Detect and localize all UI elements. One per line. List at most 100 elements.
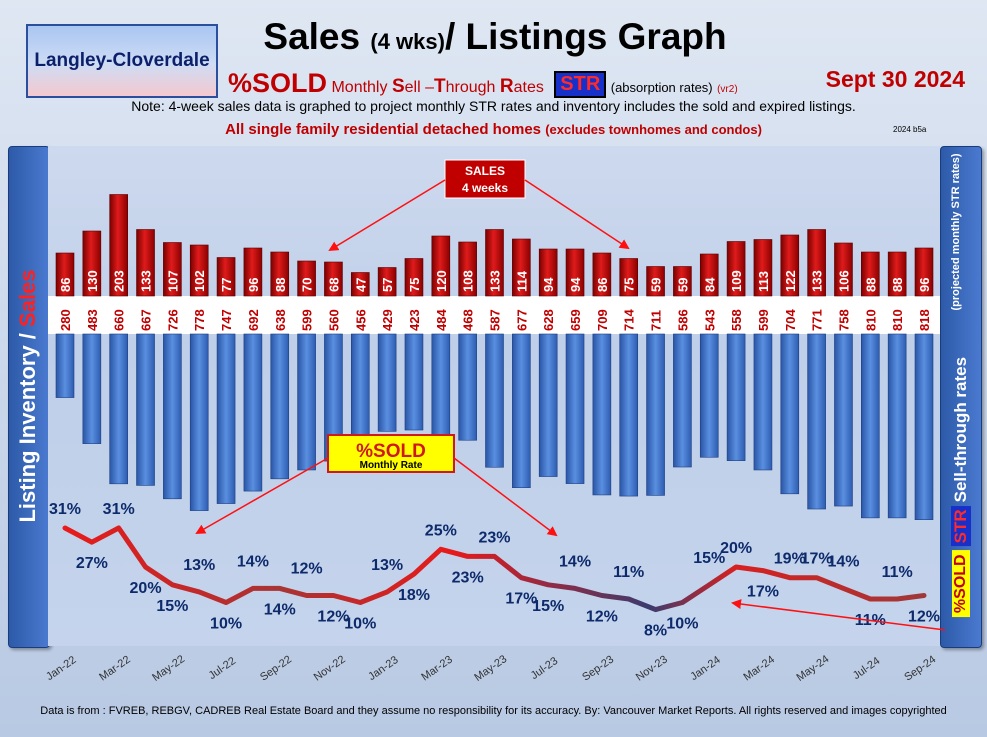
subtitle-text-3: hrough — [445, 79, 500, 96]
inventory-bar — [861, 333, 880, 519]
str-value-label: 11% — [882, 564, 913, 581]
sold-arrow-bottom — [731, 599, 946, 631]
inventory-value-label: 468 — [461, 309, 476, 331]
sales-value-label: 133 — [488, 270, 503, 292]
x-tick-label: May-24 — [794, 653, 831, 684]
inventory-value-label: 660 — [112, 309, 127, 331]
str-value-label: 10% — [666, 616, 698, 633]
sales-bar — [887, 251, 907, 297]
sales-value-label: 77 — [219, 278, 234, 292]
sales-bar — [324, 261, 343, 297]
sales-bar — [55, 252, 75, 297]
sales-value-label: 106 — [836, 270, 851, 292]
sales-bar — [673, 266, 692, 297]
title-small: (4 wks) — [370, 29, 445, 54]
inventory-value-label: 560 — [326, 309, 341, 331]
inventory-bar — [512, 333, 531, 488]
sales-arrow-left — [328, 179, 446, 252]
x-tick-label: May-23 — [472, 653, 509, 684]
sales-value-label: 203 — [112, 270, 127, 292]
inventory-bar — [834, 333, 853, 507]
sales-value-label: 88 — [273, 278, 288, 292]
str-value-label: 23% — [478, 529, 510, 546]
inventory-value-label: 280 — [58, 309, 73, 331]
x-tick-label: Jul-24 — [851, 655, 882, 682]
str-value-label: 14% — [237, 553, 269, 570]
x-tick-label: Mar-22 — [97, 654, 132, 684]
sales-callout-box — [444, 159, 526, 199]
str-value-label: 14% — [559, 553, 591, 570]
sales-value-label: 88 — [863, 278, 878, 292]
inventory-bar — [699, 333, 719, 458]
left-axis-panel — [8, 146, 50, 648]
sales-bar — [538, 248, 558, 297]
x-tick-label: Mar-23 — [419, 654, 454, 684]
str-value-label: 19% — [774, 551, 806, 568]
sales-value-label: 133 — [139, 270, 154, 292]
subtitle: %SOLD Monthly Sell –Through Rates STR (a… — [228, 68, 738, 99]
sales-bar — [807, 229, 826, 297]
str-value-label: 17% — [801, 551, 833, 568]
inventory-value-label: 586 — [675, 309, 690, 331]
str-value-label: 12% — [317, 608, 349, 625]
str-value-label: 18% — [398, 587, 430, 604]
subtitle-t: T — [433, 76, 446, 97]
inventory-bar — [55, 333, 75, 398]
sales-bar — [82, 230, 102, 297]
sales-bar — [780, 234, 800, 297]
inventory-value-label: 771 — [810, 309, 825, 331]
sales-value-label: 59 — [675, 278, 690, 292]
sales-value-label: 96 — [917, 278, 932, 292]
inventory-bar — [297, 333, 316, 471]
x-tick-label: Sep-23 — [580, 653, 616, 683]
x-tick-label: Nov-22 — [312, 653, 348, 683]
inventory-label-band — [48, 296, 940, 334]
subtitle-r: R — [499, 76, 514, 97]
inventory-bar — [163, 333, 182, 500]
x-tick-label: Jan-23 — [366, 654, 400, 683]
sold-callout-line1: %SOLD — [356, 441, 426, 462]
subtitle-str-badge: STR — [554, 71, 607, 98]
inventory-value-label: 714 — [622, 309, 637, 331]
sales-value-label: 70 — [300, 278, 315, 292]
inventory-value-label: 628 — [541, 309, 556, 331]
str-value-label: 25% — [425, 522, 457, 539]
sales-callout-line1: SALES — [465, 164, 505, 178]
str-value-label: 14% — [264, 601, 296, 618]
str-value-label: 14% — [827, 553, 859, 570]
inventory-value-label: 667 — [139, 309, 154, 331]
inventory-value-label: 818 — [917, 309, 932, 331]
region-label: Langley-Cloverdale — [26, 24, 218, 98]
sales-bar — [404, 258, 424, 297]
inventory-bar — [431, 333, 451, 445]
inventory-bar — [538, 333, 558, 477]
inventory-bar — [753, 333, 773, 471]
sold-callout-line2: Monthly Rate — [360, 460, 423, 471]
detached-excludes: (excludes townhomes and condos) — [545, 122, 762, 137]
sales-bar — [350, 272, 370, 297]
sales-value-label: 57 — [380, 278, 395, 292]
inventory-bar — [270, 333, 290, 480]
sales-bar — [592, 252, 612, 297]
sold-callout: %SOLD Monthly Rate — [195, 434, 946, 631]
sales-value-label: 102 — [192, 270, 207, 292]
sales-value-label: 86 — [595, 278, 610, 292]
sales-value-label: 88 — [890, 278, 905, 292]
subtitle-text-4: ates — [513, 79, 544, 96]
sales-bar — [565, 248, 585, 297]
sales-value-label: 120 — [434, 270, 449, 292]
inventory-value-label: 638 — [273, 309, 288, 331]
str-line — [62, 525, 927, 613]
inventory-value-label: 758 — [836, 309, 851, 331]
sales-value-label: 94 — [541, 277, 556, 292]
inventory-bar — [485, 333, 504, 468]
x-tick-label: Sep-24 — [902, 653, 938, 683]
sales-bar — [377, 267, 397, 297]
inventory-bar — [592, 333, 612, 496]
str-value-label: 23% — [452, 569, 484, 586]
sales-value-label: 133 — [810, 270, 825, 292]
sales-bar — [270, 251, 290, 297]
str-value-label: 20% — [720, 540, 752, 557]
sales-bar — [726, 241, 746, 297]
